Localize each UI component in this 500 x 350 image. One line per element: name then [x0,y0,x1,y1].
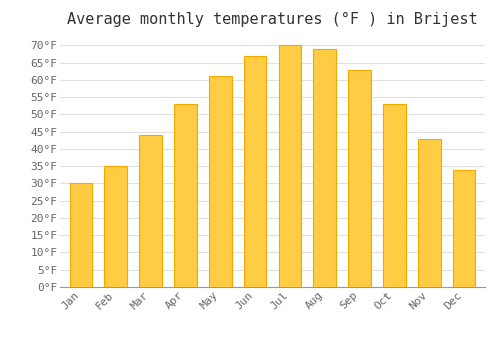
Bar [383,104,406,287]
Bar [418,139,440,287]
Bar [209,76,232,287]
Bar [278,46,301,287]
Bar [314,49,336,287]
Title: Average monthly temperatures (°F ) in Brijest: Average monthly temperatures (°F ) in Br… [67,12,478,27]
Bar [244,56,266,287]
Bar [70,183,92,287]
Bar [174,104,197,287]
Bar [453,170,475,287]
Bar [140,135,162,287]
Bar [348,70,371,287]
Bar [104,166,127,287]
